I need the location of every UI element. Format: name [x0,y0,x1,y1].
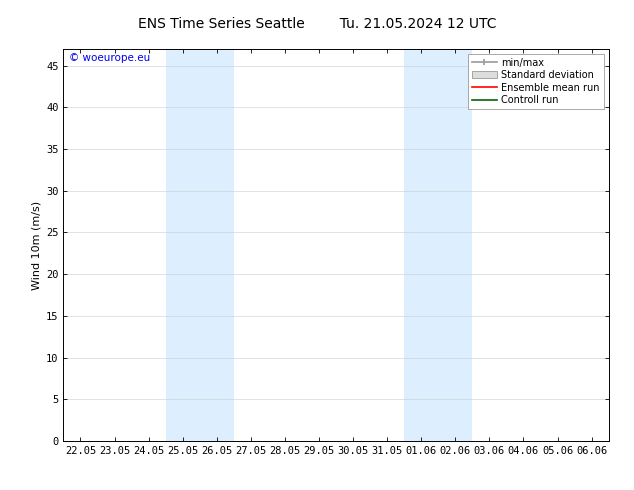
Bar [165,49,234,441]
Legend: min/max, Standard deviation, Ensemble mean run, Controll run: min/max, Standard deviation, Ensemble me… [469,54,604,109]
Bar [404,49,472,441]
Y-axis label: Wind 10m (m/s): Wind 10m (m/s) [32,200,42,290]
Text: © woeurope.eu: © woeurope.eu [69,53,150,63]
Text: ENS Time Series Seattle        Tu. 21.05.2024 12 UTC: ENS Time Series Seattle Tu. 21.05.2024 1… [138,17,496,31]
